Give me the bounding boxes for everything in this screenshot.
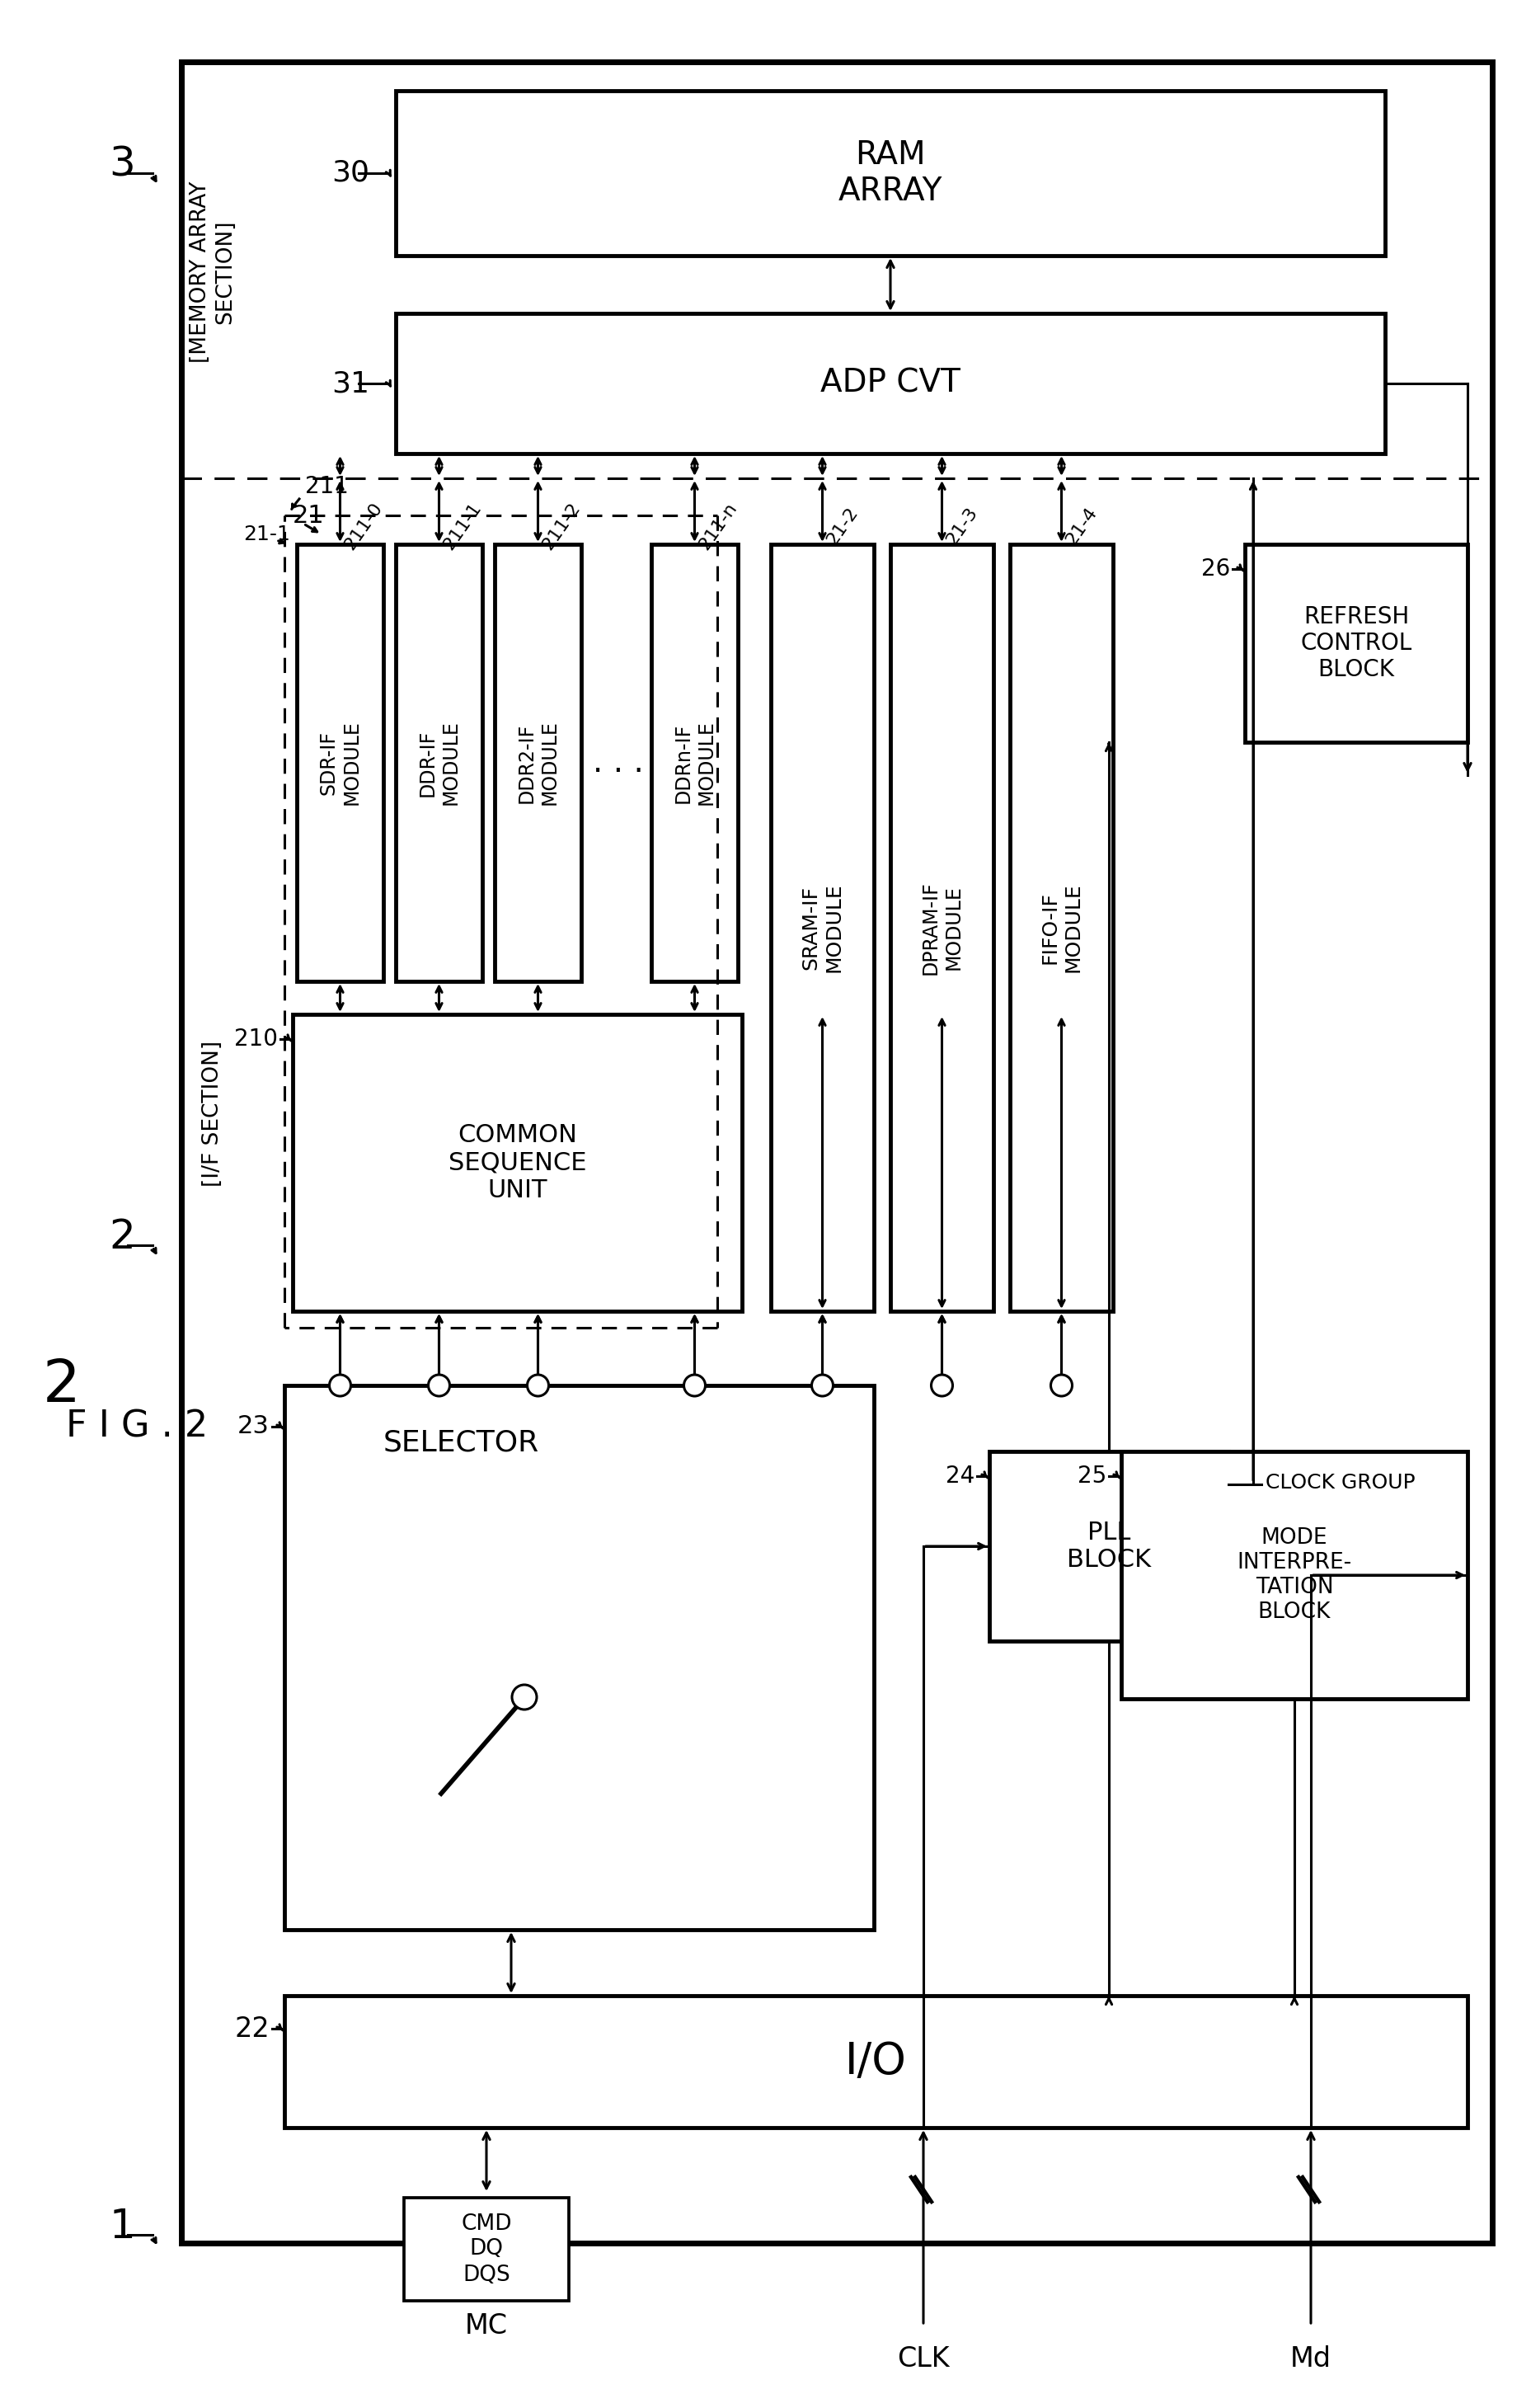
Text: ADP CVT: ADP CVT bbox=[821, 368, 960, 400]
Text: 2: 2 bbox=[43, 1358, 81, 1413]
Bar bbox=[292, 1014, 741, 1312]
Circle shape bbox=[931, 1375, 952, 1397]
Text: 211-0: 211-0 bbox=[341, 498, 386, 554]
Circle shape bbox=[429, 1375, 450, 1397]
Text: 21-1: 21-1 bbox=[243, 525, 289, 544]
Bar bbox=[181, 63, 1491, 2244]
Text: RAM
ARRAY: RAM ARRAY bbox=[837, 140, 942, 207]
Text: CLOCK GROUP: CLOCK GROUP bbox=[1265, 1474, 1415, 1493]
Text: SRAM-IF
MODULE: SRAM-IF MODULE bbox=[801, 884, 844, 973]
Bar bbox=[651, 544, 738, 982]
Text: 210: 210 bbox=[234, 1028, 277, 1050]
Text: Md: Md bbox=[1289, 2345, 1330, 2372]
Text: REFRESH
CONTROL
BLOCK: REFRESH CONTROL BLOCK bbox=[1300, 604, 1412, 681]
Text: SELECTOR: SELECTOR bbox=[383, 1428, 539, 1457]
Text: 31: 31 bbox=[331, 368, 369, 397]
Text: DQS: DQS bbox=[462, 2264, 510, 2285]
Text: 211-1: 211-1 bbox=[441, 498, 484, 554]
Text: COMMON
SEQUENCE
UNIT: COMMON SEQUENCE UNIT bbox=[449, 1122, 586, 1202]
Text: DDRn-IF
MODULE: DDRn-IF MODULE bbox=[674, 720, 715, 804]
Text: CMD: CMD bbox=[461, 2213, 511, 2235]
Text: 26: 26 bbox=[1200, 559, 1229, 580]
Bar bbox=[285, 1385, 874, 1929]
Text: MODE
INTERPRE-
TATION
BLOCK: MODE INTERPRE- TATION BLOCK bbox=[1237, 1527, 1350, 1623]
Bar bbox=[395, 313, 1384, 453]
Text: PLL
BLOCK: PLL BLOCK bbox=[1066, 1519, 1150, 1572]
Text: F I G . 2: F I G . 2 bbox=[66, 1409, 208, 1445]
Bar bbox=[1245, 544, 1467, 742]
Text: DPRAM-IF
MODULE: DPRAM-IF MODULE bbox=[920, 881, 963, 975]
Bar bbox=[989, 1452, 1228, 1642]
Text: SDR-IF
MODULE: SDR-IF MODULE bbox=[318, 720, 361, 804]
Bar bbox=[395, 544, 482, 982]
Text: I/O: I/O bbox=[845, 2040, 906, 2083]
Text: 24: 24 bbox=[945, 1464, 974, 1488]
Bar bbox=[404, 2199, 568, 2300]
Bar bbox=[395, 92, 1384, 255]
Text: MC: MC bbox=[465, 2312, 508, 2338]
Bar bbox=[297, 544, 383, 982]
Text: 211: 211 bbox=[305, 474, 349, 498]
Text: 21-2: 21-2 bbox=[824, 503, 860, 549]
Bar bbox=[770, 544, 874, 1312]
Text: 21-4: 21-4 bbox=[1063, 503, 1099, 549]
Circle shape bbox=[683, 1375, 704, 1397]
Text: FIFO-IF
MODULE: FIFO-IF MODULE bbox=[1040, 884, 1082, 973]
Text: [I/F SECTION]: [I/F SECTION] bbox=[202, 1040, 224, 1187]
Text: 3: 3 bbox=[109, 144, 135, 185]
Bar bbox=[1121, 1452, 1467, 1698]
Text: DDR-IF
MODULE: DDR-IF MODULE bbox=[418, 720, 461, 804]
Text: 22: 22 bbox=[234, 2015, 269, 2042]
Text: 2: 2 bbox=[109, 1216, 135, 1257]
Text: 21-3: 21-3 bbox=[943, 503, 980, 549]
Text: 30: 30 bbox=[331, 159, 369, 188]
Text: [MEMORY ARRAY
SECTION]: [MEMORY ARRAY SECTION] bbox=[190, 181, 236, 364]
Circle shape bbox=[511, 1686, 536, 1710]
Text: DQ: DQ bbox=[470, 2237, 504, 2259]
Text: DDR2-IF
MODULE: DDR2-IF MODULE bbox=[516, 720, 559, 804]
Text: . . .: . . . bbox=[592, 746, 643, 778]
Circle shape bbox=[1050, 1375, 1072, 1397]
Bar bbox=[1009, 544, 1113, 1312]
Circle shape bbox=[329, 1375, 351, 1397]
Circle shape bbox=[527, 1375, 548, 1397]
Text: 23: 23 bbox=[237, 1416, 269, 1438]
Text: 25: 25 bbox=[1076, 1464, 1105, 1488]
Text: 1: 1 bbox=[109, 2206, 135, 2247]
Text: 211-n: 211-n bbox=[697, 498, 739, 554]
Text: 21: 21 bbox=[292, 503, 325, 527]
Circle shape bbox=[811, 1375, 833, 1397]
Bar bbox=[890, 544, 994, 1312]
Bar bbox=[285, 1996, 1467, 2129]
Text: CLK: CLK bbox=[897, 2345, 949, 2372]
Bar bbox=[495, 544, 580, 982]
Text: 211-2: 211-2 bbox=[539, 498, 583, 554]
